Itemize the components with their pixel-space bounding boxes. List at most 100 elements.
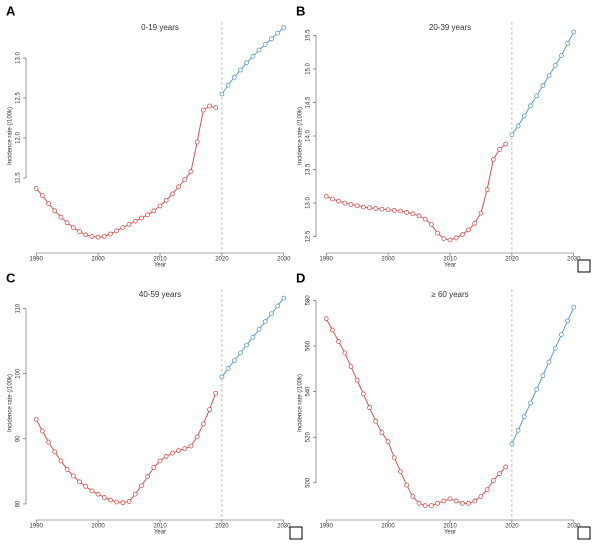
data-point — [323, 193, 329, 199]
data-point — [552, 345, 558, 351]
data-point — [515, 123, 521, 129]
data-point — [559, 53, 564, 58]
x-tick-label: 2000 — [381, 257, 395, 263]
data-point — [269, 311, 274, 317]
data-point — [101, 233, 107, 239]
data-point — [373, 418, 379, 424]
data-point — [515, 427, 521, 433]
data-point — [46, 201, 51, 207]
data-point — [77, 479, 82, 485]
data-point — [169, 450, 175, 456]
data-point — [163, 454, 169, 459]
y-tick-label: 560 — [306, 340, 312, 351]
x-tick-label: 2000 — [91, 524, 105, 530]
x-axis-label: Year — [444, 530, 456, 536]
data-point — [52, 208, 58, 214]
data-point — [342, 350, 348, 356]
y-axis-label: Incidence rate (/100k) — [298, 374, 304, 432]
data-point — [182, 177, 188, 183]
y-tick-label: 500 — [306, 477, 312, 488]
data-point — [89, 233, 95, 239]
data-point — [77, 229, 82, 235]
panel-title: 40-59 years — [139, 290, 181, 299]
y-tick-label: 100 — [16, 368, 22, 379]
y-tick-label: 15.5 — [306, 29, 312, 41]
data-point — [207, 103, 212, 109]
data-point — [157, 458, 163, 464]
data-point — [354, 377, 360, 383]
data-point — [534, 93, 540, 99]
data-point — [528, 400, 533, 406]
data-point — [466, 500, 471, 506]
data-point — [151, 208, 157, 214]
data-point — [120, 500, 126, 506]
data-point — [336, 339, 341, 344]
data-point — [120, 225, 126, 231]
data-point — [416, 500, 422, 506]
x-tick-label: 2020 — [215, 257, 229, 263]
data-point — [329, 196, 335, 202]
data-point — [509, 441, 515, 447]
data-point — [58, 458, 64, 464]
data-point — [453, 235, 459, 241]
data-point — [256, 326, 262, 332]
data-point — [429, 503, 434, 509]
x-tick-label: 2030 — [567, 524, 581, 530]
data-point — [472, 220, 478, 226]
data-point — [101, 495, 107, 500]
data-point — [89, 488, 95, 494]
series-line — [221, 27, 285, 95]
data-point — [416, 213, 422, 219]
panel-title: 0-19 years — [141, 23, 179, 32]
y-axis-label: Incidence rate (/100k) — [8, 374, 14, 432]
data-point — [497, 147, 502, 152]
data-point — [571, 304, 577, 310]
y-tick-label: 12.5 — [306, 230, 312, 242]
data-point — [39, 428, 45, 434]
data-point — [256, 47, 262, 53]
data-point — [238, 350, 243, 356]
data-point — [46, 439, 51, 445]
data-point — [565, 318, 571, 324]
data-point — [509, 132, 515, 138]
data-point — [497, 471, 502, 477]
data-point — [435, 500, 441, 506]
data-point — [354, 203, 360, 209]
data-point — [521, 414, 527, 420]
data-point — [484, 187, 490, 193]
data-point — [182, 446, 188, 452]
data-point — [379, 430, 385, 436]
data-point — [95, 491, 101, 497]
data-point — [410, 494, 416, 499]
data-point — [281, 25, 287, 31]
data-point — [64, 467, 70, 472]
x-tick-label: 2010 — [153, 257, 167, 263]
data-point — [275, 30, 281, 36]
y-tick-label: 11.5 — [16, 172, 22, 184]
data-point — [459, 232, 465, 237]
x-tick-label: 1990 — [320, 524, 334, 530]
data-point — [323, 316, 329, 322]
data-point — [151, 465, 157, 470]
data-point — [269, 36, 274, 42]
data-point — [225, 366, 231, 371]
data-point — [546, 359, 552, 365]
data-point — [39, 193, 45, 199]
data-point — [126, 221, 132, 227]
x-tick-label: 2030 — [567, 257, 581, 263]
data-point — [478, 494, 484, 499]
x-tick-label: 2030 — [277, 524, 291, 530]
data-point — [429, 222, 434, 227]
data-point — [70, 225, 76, 231]
x-axis-label: Year — [444, 263, 456, 269]
data-point — [385, 439, 391, 445]
data-point — [484, 487, 490, 493]
data-point — [540, 373, 546, 379]
data-point — [348, 364, 354, 369]
x-tick-label: 2020 — [505, 257, 519, 263]
y-tick-label: 15.0 — [306, 62, 312, 74]
x-tick-label: 2000 — [91, 257, 105, 263]
data-point — [342, 200, 348, 206]
data-point — [132, 491, 138, 497]
